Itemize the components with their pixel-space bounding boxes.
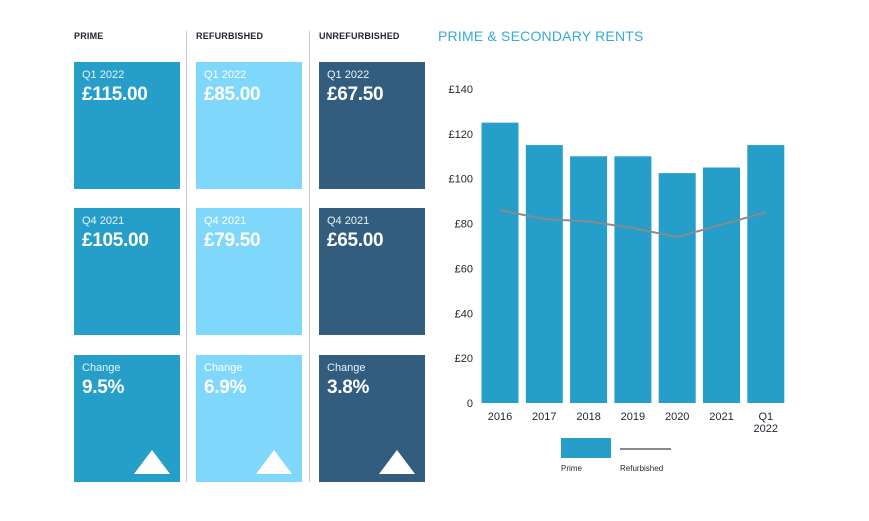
refurbished-q4-2021-card: Q4 2021 £79.50 [196, 208, 302, 335]
card-label: Q4 2021 [204, 215, 247, 227]
up-triangle-icon [256, 450, 292, 474]
x-tick-label: 2021 [709, 411, 733, 423]
y-tick-label: 0 [467, 398, 473, 410]
col-head-refurbished: REFURBISHED [196, 31, 264, 41]
unrefurbished-q1-2022-card: Q1 2022 £67.50 [319, 62, 425, 189]
legend-prime-label: Prime [561, 464, 582, 473]
card-value: 9.5% [82, 377, 125, 398]
y-tick-label: £40 [455, 308, 473, 320]
card-value: £79.50 [204, 230, 261, 251]
col-head-unrefurbished: UNREFURBISHED [319, 31, 400, 41]
card-label: Q1 2022 [327, 69, 370, 81]
unrefurbished-q4-2021-card: Q4 2021 £65.00 [319, 208, 425, 335]
x-tick-label: Q1 2022 [754, 411, 778, 435]
card-label: Q4 2021 [82, 215, 125, 227]
card-value: 3.8% [327, 377, 370, 398]
card-value: £105.00 [82, 230, 149, 251]
card-value: £85.00 [204, 84, 261, 105]
card-label: Q1 2022 [204, 69, 247, 81]
up-triangle-icon [134, 450, 170, 474]
y-tick-label: £140 [449, 84, 473, 96]
up-triangle-icon [379, 450, 415, 474]
col-head-prime: PRIME [74, 31, 104, 41]
prime-bar [481, 122, 519, 404]
card-value: £65.00 [327, 230, 384, 251]
card-value: £67.50 [327, 84, 384, 105]
card-label: Change [82, 362, 121, 374]
legend-prime-swatch [561, 438, 611, 458]
refurbished-change-card: Change 6.9% [196, 355, 302, 482]
x-tick-label: 2017 [532, 411, 556, 423]
chart-title: PRIME & SECONDARY RENTS [438, 28, 644, 44]
card-label: Q4 2021 [327, 215, 370, 227]
card-value: £115.00 [82, 84, 148, 105]
card-label: Q1 2022 [82, 69, 125, 81]
prime-q4-2021-card: Q4 2021 £105.00 [74, 208, 180, 335]
column-divider [186, 31, 187, 482]
prime-bar [703, 167, 740, 403]
x-tick-label: 2018 [576, 411, 600, 423]
y-tick-label: £100 [449, 174, 473, 186]
card-label: Change [327, 362, 366, 374]
y-tick-label: £120 [449, 129, 473, 141]
x-tick-label: 2020 [665, 411, 689, 423]
refurbished-q1-2022-card: Q1 2022 £85.00 [196, 62, 302, 189]
unrefurbished-change-card: Change 3.8% [319, 355, 425, 482]
prime-bar [747, 145, 785, 404]
prime-bar [658, 173, 696, 403]
y-tick-label: £20 [455, 353, 473, 365]
prime-q1-2022-card: Q1 2022 £115.00 [74, 62, 180, 189]
x-tick-label: 2019 [621, 411, 645, 423]
legend-refurbished-label: Refurbished [620, 464, 663, 473]
prime-bar [525, 145, 563, 404]
y-tick-label: £60 [455, 263, 473, 275]
prime-change-card: Change 9.5% [74, 355, 180, 482]
prime-bar [570, 156, 608, 403]
prime-bar [614, 156, 652, 403]
column-divider [309, 31, 310, 482]
x-tick-label: 2016 [488, 411, 512, 423]
card-value: 6.9% [204, 377, 247, 398]
y-tick-label: £80 [455, 219, 473, 231]
refurbished-line [499, 209, 767, 239]
card-label: Change [204, 362, 243, 374]
